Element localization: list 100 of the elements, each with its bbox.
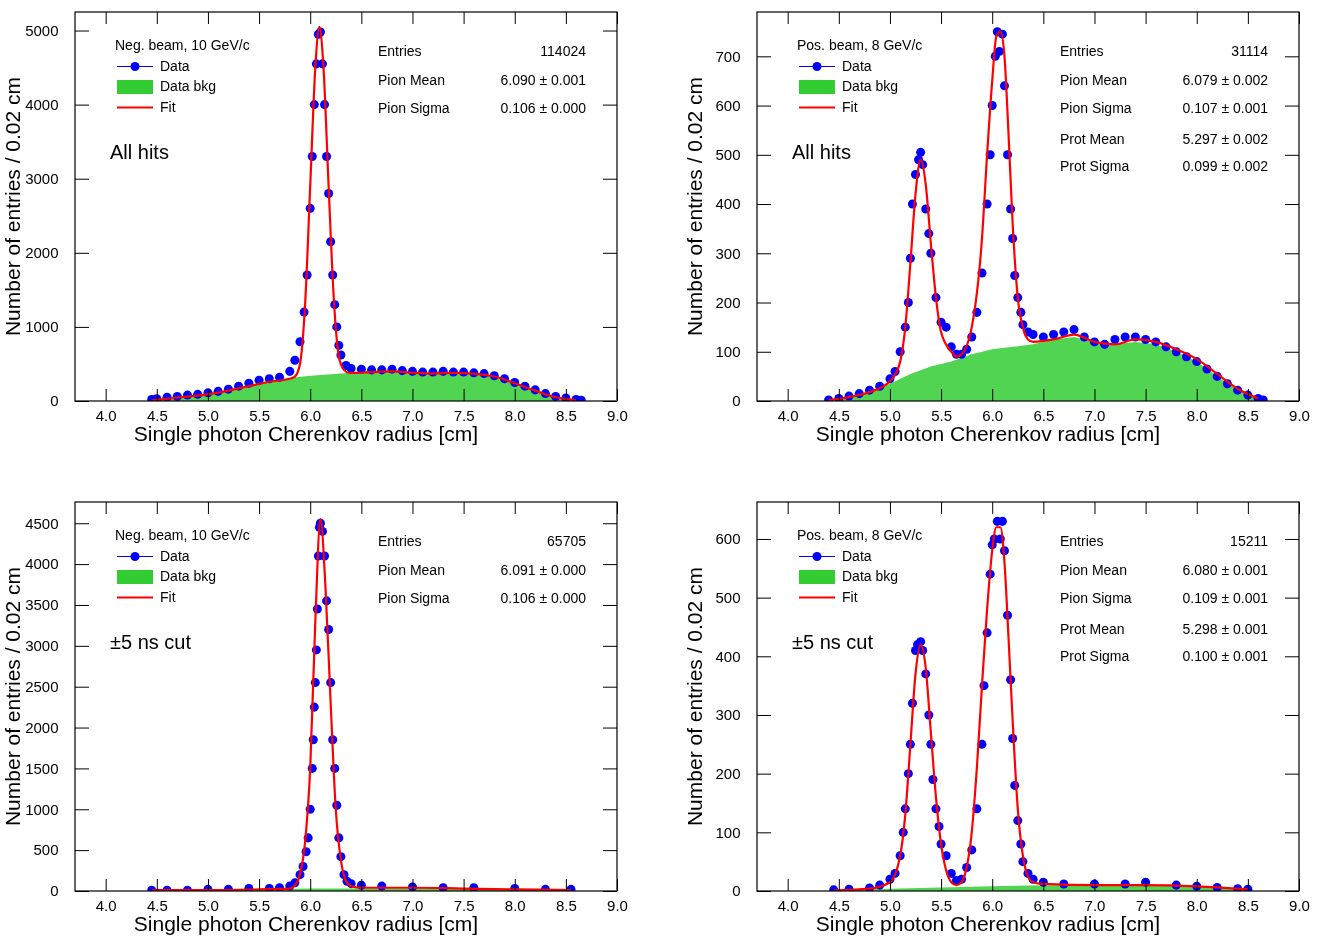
x-tick-label: 4.5 bbox=[828, 406, 850, 424]
x-tick-label: 6.5 bbox=[351, 896, 373, 914]
annotation: 6.090 ± 0.001 bbox=[500, 72, 587, 88]
x-tick-label: 6.0 bbox=[300, 406, 322, 424]
x-tick-label: 8.0 bbox=[1186, 406, 1208, 424]
legend-title: Pos. beam, 8 GeV/c bbox=[797, 527, 923, 543]
y-axis-title: Number of entries / 0.02 cm bbox=[683, 566, 706, 827]
x-tick-label: 8.5 bbox=[555, 406, 577, 424]
x-tick-label: 9.0 bbox=[607, 406, 628, 424]
annotation: 6.091 ± 0.000 bbox=[500, 562, 587, 578]
legend-label: Data bbox=[842, 57, 872, 74]
y-axis-title: Number of entries / 0.02 cm bbox=[683, 76, 706, 337]
annotation: Pion Mean bbox=[1060, 562, 1127, 578]
x-tick-label: 4.5 bbox=[146, 406, 168, 424]
legend-label: Data bkg bbox=[160, 568, 217, 584]
x-tick-label: 4.5 bbox=[146, 896, 168, 914]
x-tick-label: 5.5 bbox=[249, 896, 271, 914]
x-tick-label: 8.5 bbox=[555, 896, 577, 914]
y-tick-label: 500 bbox=[33, 841, 59, 859]
annotation: 0.106 ± 0.000 bbox=[500, 100, 587, 116]
y-tick-label: 400 bbox=[715, 195, 741, 213]
annotation: 15211 bbox=[1230, 533, 1269, 549]
annotation: Prot Mean bbox=[1060, 131, 1125, 147]
y-tick-label: 4500 bbox=[25, 514, 59, 532]
x-tick-label: 6.0 bbox=[300, 896, 322, 914]
x-tick-label: 6.5 bbox=[351, 406, 373, 424]
x-tick-label: 5.5 bbox=[249, 406, 271, 424]
legend-label: Fit bbox=[160, 98, 176, 115]
legend-label: Fit bbox=[842, 588, 858, 605]
annotation: Prot Sigma bbox=[1060, 158, 1130, 174]
y-tick-label: 2000 bbox=[25, 718, 59, 736]
annotation: 6.079 ± 0.002 bbox=[1182, 72, 1269, 88]
annotation: 0.106 ± 0.000 bbox=[500, 590, 587, 606]
x-tick-label: 7.5 bbox=[1135, 406, 1157, 424]
y-tick-label: 500 bbox=[715, 146, 741, 164]
x-tick-label: 7.0 bbox=[402, 896, 424, 914]
y-tick-label: 0 bbox=[50, 392, 59, 410]
annotation: 0.109 ± 0.001 bbox=[1182, 590, 1269, 606]
annotation: Pion Sigma bbox=[378, 100, 450, 116]
y-tick-label: 3500 bbox=[25, 596, 59, 614]
annotation: 31114 bbox=[1231, 43, 1269, 59]
y-tick-label: 400 bbox=[715, 647, 741, 665]
y-axis-title: Number of entries / 0.02 cm bbox=[1, 76, 24, 337]
x-tick-label: 9.0 bbox=[1289, 406, 1310, 424]
x-tick-label: 5.0 bbox=[198, 406, 219, 424]
x-tick-label: 4.0 bbox=[95, 896, 117, 914]
legend-title: Neg. beam, 10 GeV/c bbox=[115, 527, 250, 543]
y-tick-label: 0 bbox=[732, 882, 741, 900]
annotation: Entries bbox=[1060, 533, 1104, 549]
x-tick-label: 5.0 bbox=[880, 406, 901, 424]
y-tick-label: 200 bbox=[715, 764, 741, 782]
x-tick-label: 8.0 bbox=[504, 406, 526, 424]
y-tick-label: 2000 bbox=[25, 244, 59, 262]
x-tick-label: 6.0 bbox=[982, 896, 1004, 914]
legend-label: Data bbox=[160, 57, 190, 74]
x-tick-label: 8.5 bbox=[1237, 896, 1259, 914]
legend-label: Data bbox=[842, 547, 872, 564]
x-tick-label: 7.5 bbox=[453, 406, 475, 424]
annotation: 5.297 ± 0.002 bbox=[1182, 131, 1269, 147]
x-tick-label: 7.0 bbox=[402, 406, 424, 424]
x-tick-label: 6.5 bbox=[1033, 896, 1055, 914]
annotation: Entries bbox=[1060, 43, 1104, 59]
x-tick-label: 9.0 bbox=[607, 896, 628, 914]
y-tick-label: 700 bbox=[715, 47, 741, 65]
y-tick-label: 300 bbox=[715, 244, 741, 262]
y-tick-label: 5000 bbox=[25, 21, 59, 39]
annotation: ±5 ns cut bbox=[110, 631, 192, 653]
x-tick-label: 9.0 bbox=[1289, 896, 1310, 914]
x-tick-label: 6.0 bbox=[982, 406, 1004, 424]
x-tick-label: 5.0 bbox=[880, 896, 901, 914]
x-axis-title: Single photon Cherenkov radius [cm] bbox=[133, 912, 479, 935]
y-tick-label: 3000 bbox=[25, 170, 59, 188]
annotation: ±5 ns cut bbox=[792, 631, 874, 653]
y-tick-label: 3000 bbox=[25, 637, 59, 655]
annotation: All hits bbox=[792, 141, 851, 163]
annotation: 65705 bbox=[547, 533, 587, 549]
annotation: Entries bbox=[378, 533, 422, 549]
x-tick-label: 8.5 bbox=[1237, 406, 1259, 424]
x-tick-label: 5.5 bbox=[931, 406, 953, 424]
annotation: Pion Mean bbox=[1060, 72, 1127, 88]
y-tick-label: 4000 bbox=[25, 95, 59, 113]
annotation: 0.107 ± 0.001 bbox=[1182, 100, 1269, 116]
legend-label: Data bkg bbox=[842, 78, 899, 94]
legend-title: Neg. beam, 10 GeV/c bbox=[115, 37, 250, 53]
y-axis-title: Number of entries / 0.02 cm bbox=[1, 566, 24, 827]
x-tick-label: 4.0 bbox=[777, 406, 799, 424]
x-axis-title: Single photon Cherenkov radius [cm] bbox=[815, 912, 1161, 935]
annotation: 114024 bbox=[540, 43, 587, 59]
y-tick-label: 100 bbox=[715, 343, 741, 361]
x-tick-label: 5.0 bbox=[198, 896, 219, 914]
annotation: Pion Sigma bbox=[1060, 100, 1132, 116]
legend-label: Data bbox=[160, 547, 190, 564]
x-tick-label: 7.5 bbox=[1135, 896, 1157, 914]
y-tick-label: 100 bbox=[715, 823, 741, 841]
x-tick-label: 4.5 bbox=[828, 896, 850, 914]
x-tick-label: 4.0 bbox=[777, 896, 799, 914]
annotation: 5.298 ± 0.001 bbox=[1182, 621, 1269, 637]
y-tick-label: 1000 bbox=[25, 318, 59, 336]
annotation: 6.080 ± 0.001 bbox=[1182, 562, 1269, 578]
annotation: Entries bbox=[378, 43, 422, 59]
